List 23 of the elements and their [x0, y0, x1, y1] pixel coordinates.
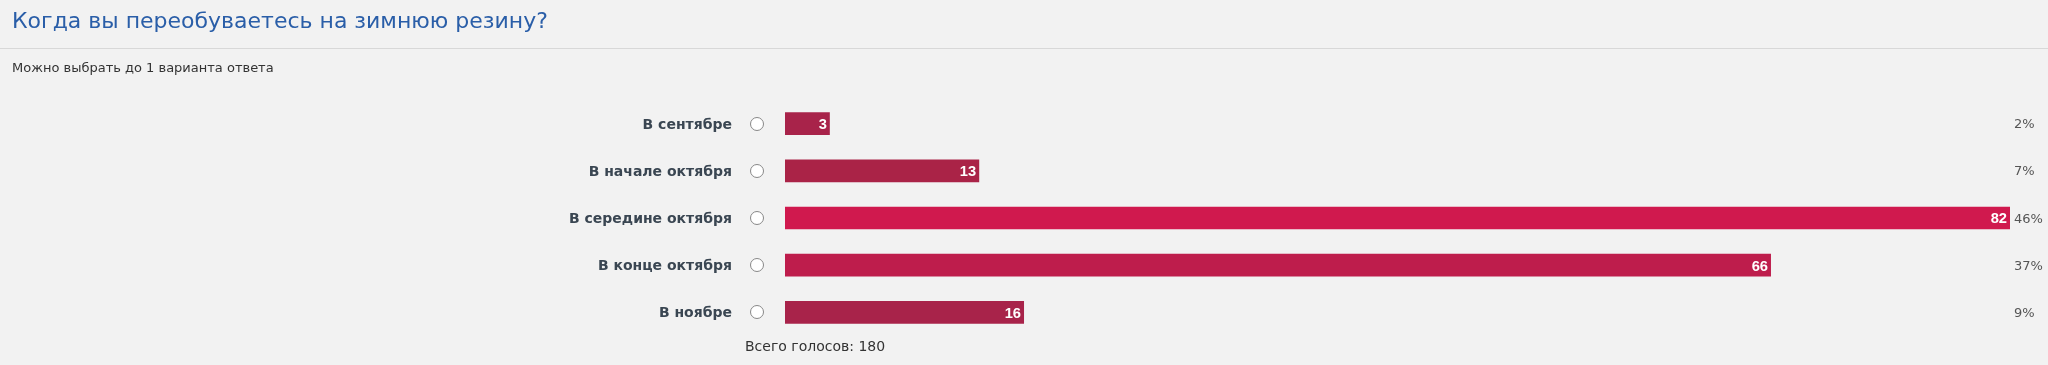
- text: 37%: [2014, 258, 2043, 273]
- data-label: 66: [1751, 257, 1768, 274]
- text: Всего голосов: 180: [745, 338, 886, 354]
- text: 2%: [2014, 116, 2035, 131]
- data-label: 13: [959, 163, 977, 180]
- bar: [785, 159, 980, 183]
- bar: [785, 253, 1771, 277]
- bar: [785, 301, 1025, 324]
- y-tick-label: В середине октября: [568, 209, 732, 226]
- y-tick-label: В сентябре: [642, 115, 732, 132]
- bar: [785, 112, 830, 135]
- text: Можно выбрать до 1 варианта ответа: [12, 60, 274, 75]
- data-label: 3: [818, 115, 827, 132]
- text: 7%: [2014, 163, 2035, 178]
- text: Когда вы переобуваетесь на зимнюю резину?: [12, 8, 548, 33]
- text: 9%: [2014, 305, 2035, 320]
- y-tick-label: В ноябре: [658, 304, 732, 321]
- bar: [785, 206, 2010, 230]
- data-label: 82: [1990, 210, 2007, 227]
- text: 46%: [2014, 211, 2043, 226]
- data-label: 16: [1004, 304, 1022, 321]
- y-tick-label: В начале октября: [588, 162, 732, 179]
- y-tick-label: В конце октября: [597, 257, 732, 274]
